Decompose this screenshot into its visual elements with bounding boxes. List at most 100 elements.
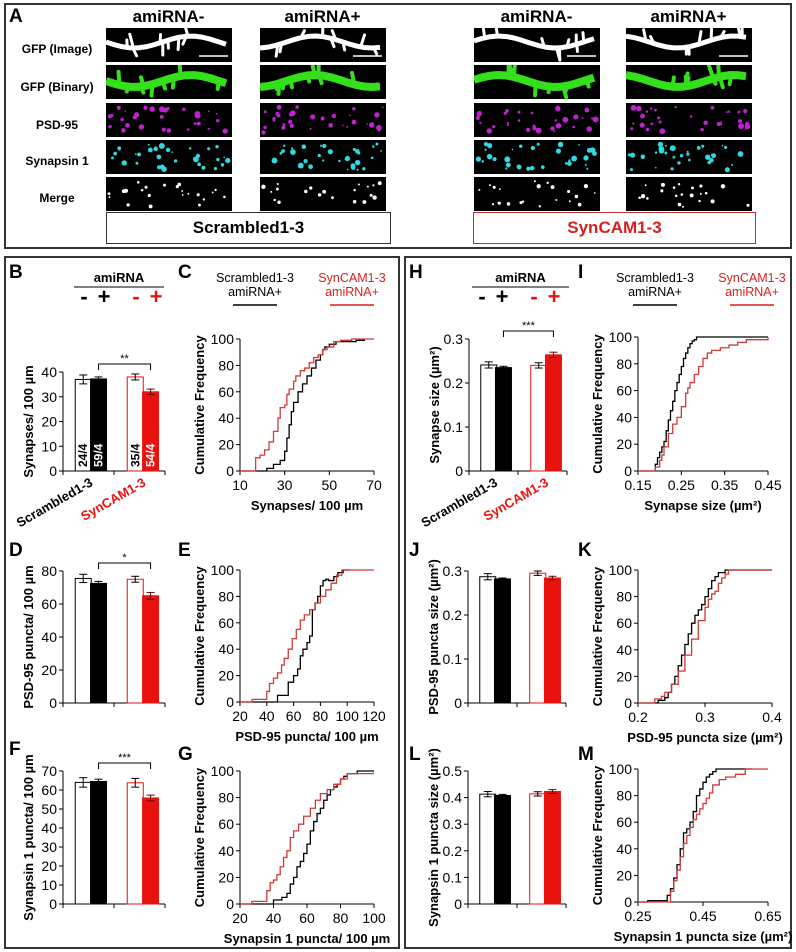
bar <box>142 595 160 704</box>
y-tick-label: 0 <box>624 695 632 711</box>
row-label: Merge <box>39 191 75 205</box>
bar <box>74 577 92 704</box>
significance-label: *** <box>522 320 536 332</box>
y-tick-label: 20 <box>41 662 57 678</box>
significance-bracket <box>98 762 152 769</box>
significance-label: ** <box>120 353 129 365</box>
cdf-series-syncam <box>240 569 374 703</box>
x-tick-label: 0.45 <box>754 477 781 493</box>
y-tick-label: 40 <box>41 364 57 380</box>
bar <box>493 794 511 905</box>
synapsin-image <box>626 140 752 174</box>
panel-label-g: G <box>178 744 193 765</box>
gfp-binary <box>626 65 752 99</box>
group-label-syncam: SynCAM1-3 <box>473 212 756 244</box>
sign-plus: + <box>98 284 111 309</box>
y-tick-label: 0.1 <box>443 651 463 667</box>
x-tick-label: 60 <box>299 910 315 926</box>
y-tick-label: 20 <box>218 869 234 885</box>
x-tick-label: 0.25 <box>624 908 651 924</box>
bar <box>544 354 562 472</box>
x-tick-label: 30 <box>277 477 293 493</box>
x-tick-label: 120 <box>362 708 386 724</box>
x-axis-label: Synapsin 1 puncta size (µm²) <box>614 929 793 944</box>
x-tick-label: 40 <box>259 708 275 724</box>
y-tick-label: 0 <box>49 896 57 912</box>
y-tick-label: 0 <box>454 695 462 711</box>
y-tick-label: 100 <box>609 329 633 345</box>
cdf-chart-k: 0 20 40 60 80 100 0.2 0.3 0.4 PSD-95 puncta size … <box>590 562 783 745</box>
cdf-chart-i: 0 20 40 60 80 100 0.15 0.25 0.35 0.45 Synapse size… <box>590 329 782 513</box>
y-tick-label: 30 <box>41 389 57 405</box>
y-tick-label: 100 <box>609 562 633 578</box>
y-tick-label: 80 <box>616 356 632 372</box>
y-tick-label: 0 <box>49 695 57 711</box>
y-tick-label: 30 <box>41 839 57 855</box>
y-tick-label: 0 <box>226 694 234 710</box>
group-tick-label: Scrambled1-3 <box>14 475 95 531</box>
bar <box>479 793 497 905</box>
bar <box>126 578 144 704</box>
significance-label: * <box>122 552 127 564</box>
cdf-series-scrambled <box>638 336 768 472</box>
y-tick-label: 20 <box>218 668 234 684</box>
bar <box>74 781 92 905</box>
y-tick-label: 80 <box>616 788 632 804</box>
x-tick-label: 80 <box>313 708 329 724</box>
x-tick-label: 20 <box>232 708 248 724</box>
bar <box>529 793 547 905</box>
group-label-scrambled: Scrambled1-3 <box>106 212 391 244</box>
row-label: PSD-95 <box>35 118 79 132</box>
y-tick-label: 10 <box>41 877 57 893</box>
significance-bracket <box>98 562 152 569</box>
y-tick-label: 80 <box>218 790 234 806</box>
x-tick-label: 0.3 <box>695 709 715 725</box>
bar <box>480 364 498 472</box>
y-tick-label: 40 <box>218 843 234 859</box>
bar <box>543 790 561 905</box>
y-tick-label: 0.5 <box>443 763 463 779</box>
amirna-header-b: amiRNA- + - + <box>74 270 164 309</box>
bar <box>494 367 512 472</box>
bar <box>126 782 144 905</box>
panel-label-d: D <box>9 540 23 561</box>
column-label: amiRNA- <box>500 7 573 26</box>
psd95-image <box>260 103 386 137</box>
sign-plus: + <box>150 284 163 309</box>
significance-bracket <box>98 363 152 370</box>
y-tick-label: 0.2 <box>443 843 463 859</box>
y-tick-label: 20 <box>218 437 234 453</box>
y-axis-label: PSD-95 puncta size (µm²) <box>426 559 441 715</box>
y-tick-label: 20 <box>41 414 57 430</box>
x-tick-label: 0.4 <box>762 709 782 725</box>
x-axis-label: Synapses/ 100 µm <box>251 498 363 513</box>
x-axis-label: Synapse size (µm²) <box>644 498 761 513</box>
synapsin-image <box>474 140 600 174</box>
x-tick-label: 60 <box>286 708 302 724</box>
amirna-header-h: amiRNA- + - + <box>472 270 569 309</box>
y-tick-label: 40 <box>616 642 632 658</box>
legend-line1: Scrambled1-3 <box>616 271 694 285</box>
cdf-series-syncam <box>240 773 374 905</box>
sign-minus: - <box>80 284 87 309</box>
cdf-series-syncam <box>638 569 772 704</box>
x-axis-label: PSD-95 puncta/ 100 µm <box>235 729 378 744</box>
y-tick-label: 80 <box>616 589 632 605</box>
gfp-binary <box>474 65 600 99</box>
y-tick-label: 0.4 <box>443 790 463 806</box>
y-tick-label: 0 <box>226 896 234 912</box>
x-axis-label: PSD-95 puncta size (µm²) <box>627 730 783 745</box>
bar <box>90 582 108 704</box>
panel-label-b: B <box>9 262 23 283</box>
synapsin-image <box>260 140 386 174</box>
y-tick-label: 60 <box>218 615 234 631</box>
panel-right-frame <box>404 256 792 949</box>
x-tick-label: 0.2 <box>628 709 648 725</box>
y-tick-label: 60 <box>218 816 234 832</box>
gfp-image <box>626 28 752 62</box>
